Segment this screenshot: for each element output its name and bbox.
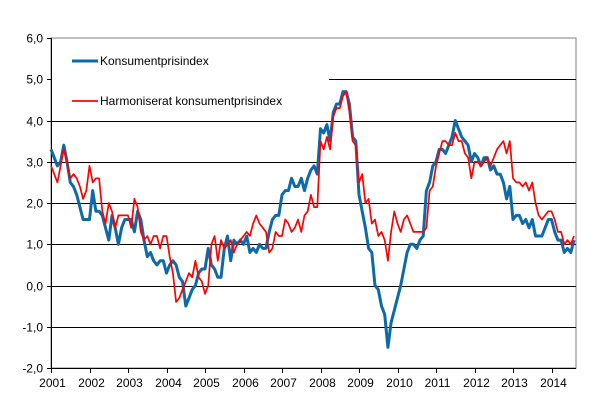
x-tick-label: 2014 [540, 376, 567, 390]
x-tick-label: 2003 [116, 376, 143, 390]
x-tick-label: 2005 [193, 376, 220, 390]
x-tick-label: 2011 [425, 376, 451, 390]
x-tick-label: 2009 [347, 376, 374, 390]
y-tick-label: 6,0 [26, 32, 43, 46]
x-tick-label: 2004 [155, 376, 182, 390]
legend-label: Harmoniserat konsumentprisindex [100, 94, 282, 108]
x-tick-label: 2002 [78, 376, 105, 390]
x-tick-label: 2008 [309, 376, 336, 390]
y-tick-label: -2,0 [22, 362, 43, 376]
x-tick-label: 2010 [386, 376, 413, 390]
y-tick-label: 2,0 [26, 197, 43, 211]
legend-label: Konsumentprisindex [100, 54, 209, 68]
x-tick-label: 2001 [39, 376, 66, 390]
series-line-harmoniserat-konsumentprisindex [50, 90, 575, 303]
y-tick-label: 5,0 [26, 73, 43, 87]
y-tick-label: -1,0 [22, 321, 43, 335]
y-tick-label: 0,0 [26, 280, 43, 294]
y-tick-label: 1,0 [26, 238, 43, 252]
legend-box [52, 39, 329, 112]
x-tick-label: 2007 [270, 376, 297, 390]
x-tick-label: 2006 [232, 376, 259, 390]
x-tick-label: 2012 [463, 376, 490, 390]
y-tick-label: 3,0 [26, 156, 43, 170]
x-tick-label: 2013 [501, 376, 528, 390]
y-tick-label: 4,0 [26, 115, 43, 129]
